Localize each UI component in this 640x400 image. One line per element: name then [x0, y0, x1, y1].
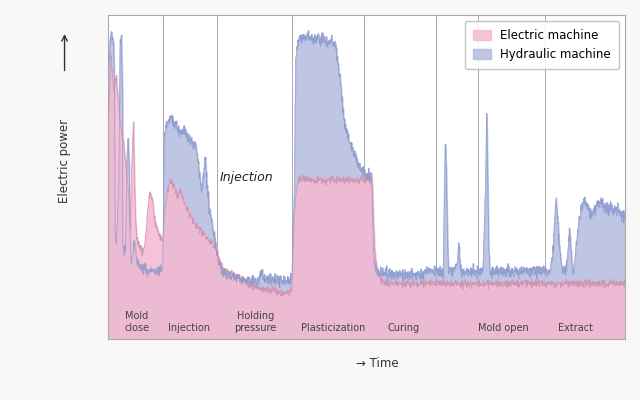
Text: Injection: Injection	[168, 322, 209, 332]
Text: Extract: Extract	[559, 322, 593, 332]
Text: Plasticization: Plasticization	[301, 322, 365, 332]
Text: Holding
pressure: Holding pressure	[234, 311, 276, 332]
Text: Mold open: Mold open	[478, 322, 529, 332]
Text: Mold
close: Mold close	[124, 311, 149, 332]
Text: Injection: Injection	[220, 170, 273, 184]
Text: Curing: Curing	[388, 322, 420, 332]
Text: Electric power: Electric power	[58, 119, 71, 203]
Text: → Time: → Time	[356, 357, 398, 370]
Legend: Electric machine, Hydraulic machine: Electric machine, Hydraulic machine	[465, 21, 619, 69]
